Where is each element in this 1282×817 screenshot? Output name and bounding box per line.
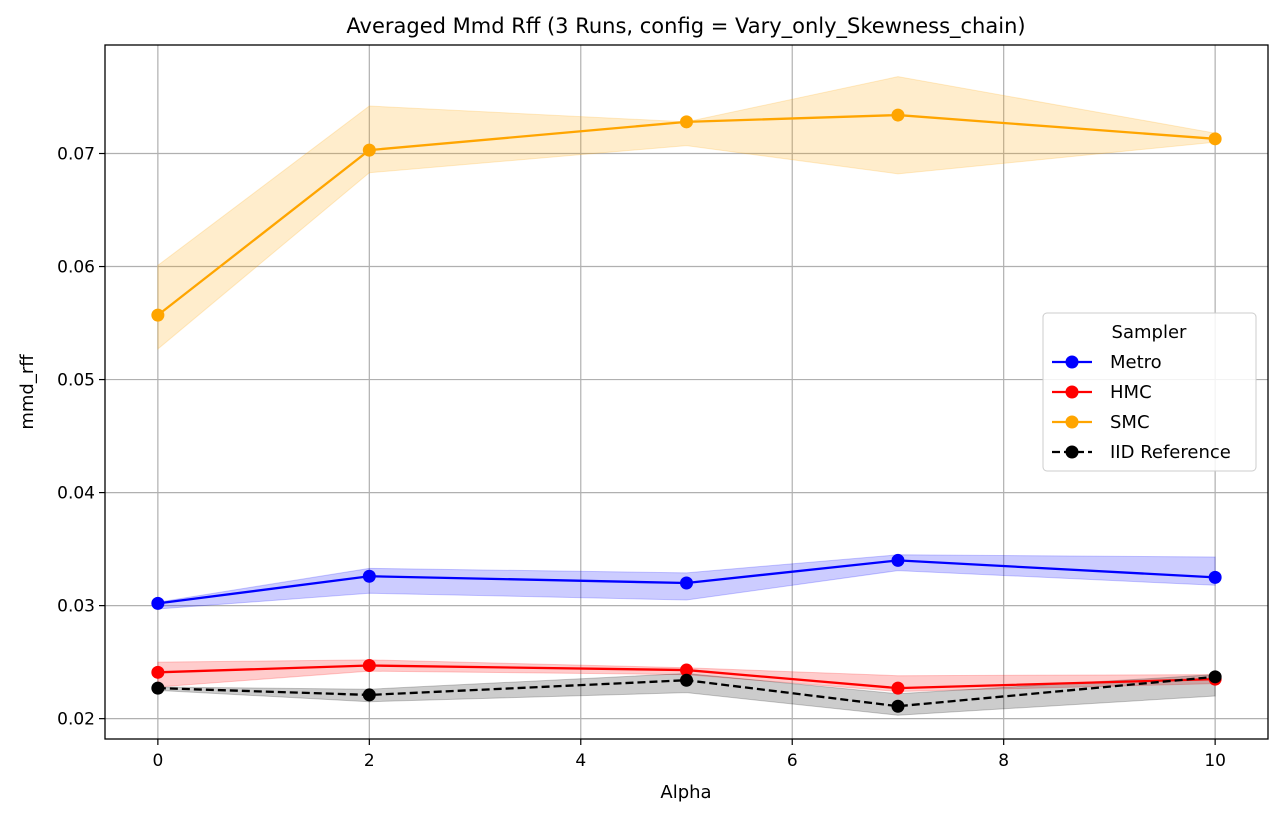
hmc-point <box>151 665 165 679</box>
y-axis-ticks: 0.02 0.03 0.04 0.05 0.06 0.07 <box>57 145 105 730</box>
iid-reference-point <box>362 688 376 702</box>
legend-label: Metro <box>1110 352 1162 373</box>
x-tick-label: 10 <box>1204 751 1226 771</box>
series-points <box>151 108 1222 713</box>
smc-point <box>362 143 376 157</box>
metro-point <box>891 553 905 567</box>
legend-box <box>1042 312 1257 472</box>
y-tick-label: 0.07 <box>57 145 95 165</box>
smc-point <box>151 308 165 322</box>
metro-point <box>151 596 165 610</box>
x-tick-label: 6 <box>787 751 798 771</box>
hmc-point <box>362 659 376 673</box>
plot-frame <box>104 44 1269 740</box>
hmc-point <box>891 681 905 695</box>
x-tick-label: 4 <box>575 751 586 771</box>
legend-label: IID Reference <box>1110 442 1231 463</box>
metro-point <box>680 576 693 590</box>
legend: Sampler Metro HMC SMC IID Reference <box>1042 312 1257 472</box>
y-tick-label: 0.03 <box>57 597 95 617</box>
iid-reference-band <box>157 672 1216 716</box>
legend-label: SMC <box>1110 412 1150 433</box>
y-tick-label: 0.05 <box>57 371 95 391</box>
y-axis-label: mmd_rff <box>17 354 38 430</box>
legend-marker <box>1065 355 1079 369</box>
y-tick-label: 0.06 <box>57 258 95 278</box>
smc-point <box>1208 132 1222 146</box>
y-tick-label: 0.04 <box>57 484 95 504</box>
legend-marker <box>1065 415 1079 429</box>
y-tick-label: 0.02 <box>57 710 95 730</box>
legend-marker <box>1065 445 1079 459</box>
legend-item-hmc: HMC <box>1052 382 1152 403</box>
x-tick-label: 2 <box>364 751 375 771</box>
x-tick-label: 0 <box>152 751 163 771</box>
iid-reference-point <box>151 681 165 695</box>
chart-title: Averaged Mmd Rff (3 Runs, config = Vary_… <box>346 14 1025 39</box>
iid-reference-point <box>1208 670 1222 684</box>
legend-title: Sampler <box>1112 322 1187 343</box>
x-tick-label: 8 <box>998 751 1009 771</box>
smc-point <box>891 108 905 122</box>
legend-marker <box>1065 385 1079 399</box>
hmc-point <box>680 663 693 677</box>
legend-label: HMC <box>1110 382 1152 403</box>
iid-reference-point <box>680 673 693 687</box>
legend-items: Metro HMC SMC IID Reference <box>1052 352 1231 463</box>
legend-item-smc: SMC <box>1052 412 1150 433</box>
x-axis-label: Alpha <box>660 782 711 803</box>
smc-point <box>680 115 693 129</box>
legend-item-iid-reference: IID Reference <box>1052 442 1231 463</box>
x-axis-ticks: 0 2 4 6 8 10 <box>152 739 1226 771</box>
legend-item-metro: Metro <box>1052 352 1162 373</box>
iid-reference-point <box>891 699 905 713</box>
metro-point <box>362 569 376 583</box>
metro-point <box>1208 570 1222 584</box>
